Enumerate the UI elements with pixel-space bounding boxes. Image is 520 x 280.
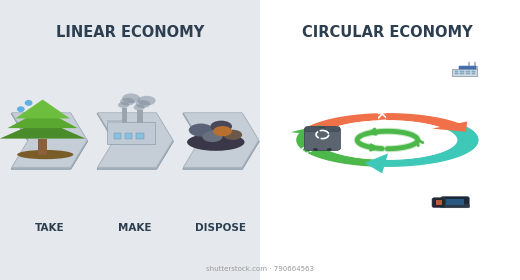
Circle shape: [327, 148, 332, 151]
Ellipse shape: [17, 150, 73, 159]
Bar: [472, 73, 475, 74]
Bar: [107, 122, 155, 144]
Polygon shape: [365, 153, 388, 173]
Polygon shape: [432, 122, 467, 132]
Text: USE: USE: [478, 144, 488, 168]
FancyBboxPatch shape: [441, 197, 469, 207]
Bar: [125, 132, 132, 139]
Ellipse shape: [17, 106, 25, 112]
Bar: [460, 71, 464, 73]
Bar: [38, 139, 47, 155]
Bar: [113, 132, 121, 139]
Circle shape: [202, 131, 223, 142]
Circle shape: [136, 100, 150, 108]
Text: MAKE: MAKE: [119, 223, 152, 233]
Bar: [136, 132, 144, 139]
Bar: [468, 62, 470, 66]
Bar: [472, 71, 475, 73]
Bar: [454, 73, 458, 74]
Text: MAKE: MAKE: [372, 92, 385, 127]
Bar: [459, 66, 477, 69]
PathPatch shape: [183, 114, 259, 169]
Circle shape: [134, 104, 145, 110]
Bar: [452, 69, 477, 76]
Circle shape: [120, 98, 135, 106]
Polygon shape: [0, 120, 85, 139]
PathPatch shape: [98, 113, 173, 167]
Bar: [137, 110, 143, 123]
Circle shape: [118, 102, 129, 108]
Polygon shape: [305, 114, 462, 131]
Bar: [459, 66, 476, 69]
Circle shape: [313, 148, 318, 151]
Ellipse shape: [25, 100, 33, 106]
FancyBboxPatch shape: [432, 198, 445, 207]
Polygon shape: [380, 125, 478, 166]
Ellipse shape: [319, 120, 456, 160]
Polygon shape: [297, 131, 381, 166]
Bar: [122, 108, 127, 123]
FancyBboxPatch shape: [305, 127, 340, 132]
Text: LINEAR ECONOMY: LINEAR ECONOMY: [56, 25, 204, 40]
Polygon shape: [291, 125, 328, 136]
Text: shutterstock.com · 790664563: shutterstock.com · 790664563: [206, 266, 314, 272]
PathPatch shape: [97, 114, 174, 169]
Circle shape: [189, 123, 213, 137]
Circle shape: [211, 121, 232, 132]
Bar: [0, 0, 260, 280]
Text: RECYCLE: RECYCLE: [274, 138, 322, 174]
PathPatch shape: [11, 114, 87, 169]
Bar: [474, 62, 476, 66]
Bar: [466, 73, 470, 74]
Bar: [446, 199, 464, 205]
Polygon shape: [16, 100, 70, 118]
Bar: [107, 120, 126, 123]
FancyBboxPatch shape: [304, 127, 341, 151]
Bar: [454, 71, 458, 73]
FancyBboxPatch shape: [440, 205, 470, 208]
PathPatch shape: [12, 113, 87, 167]
Text: DISPOSE: DISPOSE: [196, 223, 246, 233]
Circle shape: [138, 96, 155, 106]
Bar: [460, 73, 464, 74]
Bar: [260, 0, 520, 280]
PathPatch shape: [183, 113, 259, 167]
Text: TAKE: TAKE: [35, 223, 64, 233]
Bar: [466, 71, 470, 73]
Text: CIRCULAR ECONOMY: CIRCULAR ECONOMY: [302, 25, 473, 40]
Bar: [319, 127, 326, 128]
Circle shape: [122, 94, 140, 103]
Ellipse shape: [187, 133, 244, 151]
Circle shape: [213, 126, 232, 136]
Polygon shape: [7, 109, 78, 128]
Circle shape: [223, 130, 242, 140]
Bar: [436, 200, 441, 205]
